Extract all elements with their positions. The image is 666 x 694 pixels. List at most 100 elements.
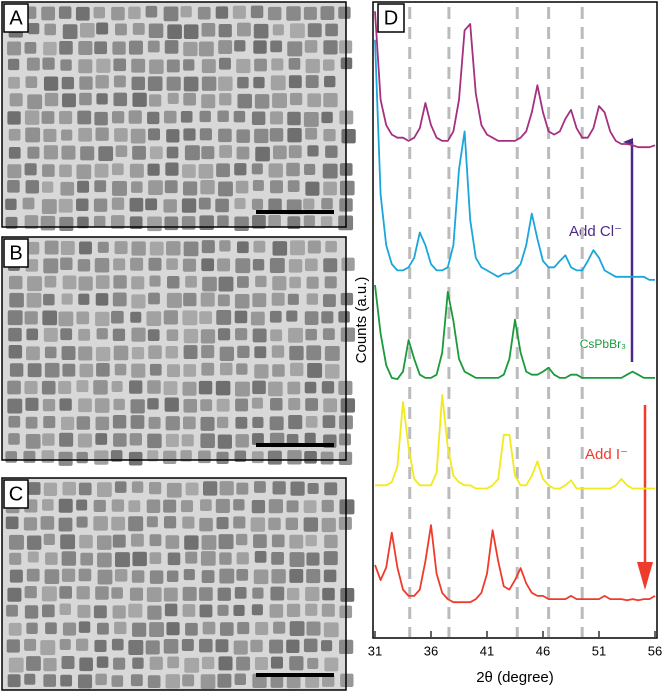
nanocube (78, 398, 92, 413)
nanocube (215, 198, 229, 213)
nanocube (183, 328, 199, 344)
nanocube (132, 622, 147, 637)
nanocube (149, 656, 163, 670)
nanocube (183, 92, 197, 106)
nanocube (130, 399, 145, 414)
nanocube (130, 674, 143, 687)
nanocube (96, 22, 109, 35)
nanocube (80, 146, 95, 161)
nanocube (217, 587, 231, 601)
nanocube (7, 310, 23, 326)
nanocube (42, 499, 54, 511)
nanocube (114, 481, 127, 493)
nanocube (236, 129, 250, 143)
nanocube (233, 640, 248, 655)
nanocube (129, 163, 144, 178)
nanocube (269, 416, 284, 431)
nanocube (94, 41, 108, 55)
nanocube (149, 146, 163, 160)
nanocube (269, 604, 284, 618)
nanocube (164, 40, 179, 54)
nanocube (219, 240, 231, 252)
nanocube (325, 23, 338, 37)
nanocube (305, 673, 320, 688)
nanocube (7, 398, 23, 414)
nanocube (236, 552, 249, 565)
nanocube (254, 94, 270, 109)
nanocube (113, 433, 127, 447)
nanocube (78, 328, 91, 341)
nanocube (236, 482, 249, 495)
nanocube (166, 482, 182, 498)
nanocube (5, 198, 17, 211)
nanocube (287, 216, 301, 230)
nanocube (147, 329, 160, 342)
nanocube (182, 416, 196, 430)
nanocube (252, 416, 264, 428)
nanocube (325, 364, 340, 379)
nanocube (306, 276, 319, 289)
nanocube (324, 534, 338, 549)
nanocube (252, 673, 267, 689)
nanocube (61, 551, 77, 566)
nanocube (304, 451, 317, 464)
nanocube (5, 451, 17, 463)
nanocube (215, 380, 231, 396)
nanocube (286, 433, 299, 446)
nanocube (272, 24, 284, 36)
nanocube (304, 381, 317, 394)
nanocube (77, 110, 92, 125)
nanocube (93, 380, 108, 395)
nanocube (165, 674, 180, 689)
nanocube (111, 499, 125, 512)
nanocube (270, 180, 283, 194)
nanocube (290, 362, 304, 377)
nanocube (78, 293, 90, 305)
nanocube (253, 534, 267, 549)
nanocube (322, 294, 336, 307)
x-tick-label: 36 (424, 643, 438, 658)
nanocube (217, 673, 232, 688)
nanocube (77, 433, 92, 448)
nanocube (27, 551, 39, 563)
nanocube (60, 181, 75, 196)
nanocube (43, 327, 58, 342)
nanocube (165, 345, 179, 359)
nanocube (147, 163, 160, 176)
nanocube (6, 604, 18, 617)
nanocube (114, 552, 130, 568)
nanocube (132, 22, 145, 35)
nanocube (128, 110, 142, 124)
nanocube (269, 258, 285, 273)
nanocube (288, 398, 301, 411)
nanocube (270, 75, 286, 91)
nanocube (77, 180, 90, 193)
nanocube (167, 24, 182, 39)
nanocube (26, 622, 38, 635)
nanocube (236, 146, 250, 160)
nanocube (200, 180, 215, 195)
nanocube (61, 76, 75, 90)
tem-background (2, 478, 346, 690)
nanocube (215, 639, 229, 653)
nanocube (131, 58, 146, 73)
nanocube (128, 640, 144, 655)
nanocube (166, 59, 180, 73)
nanocube (42, 433, 55, 446)
nanocube (58, 380, 72, 394)
nanocube (164, 180, 178, 194)
nanocube (201, 76, 217, 91)
nanocube (250, 5, 264, 19)
nanocube (79, 76, 93, 90)
nanocube (147, 111, 160, 125)
nanocube (306, 293, 319, 305)
nanocube (305, 416, 318, 428)
nanocube (148, 257, 162, 271)
nanocube (286, 639, 300, 653)
nanocube (113, 657, 126, 670)
nanocube (184, 145, 200, 161)
nanocube (201, 345, 215, 359)
nanocube (25, 416, 38, 429)
nanocube (147, 450, 159, 462)
